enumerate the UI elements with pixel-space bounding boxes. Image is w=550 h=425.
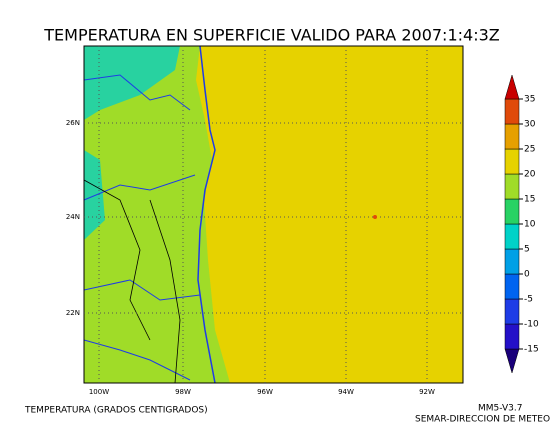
colorbar-label: 20	[524, 170, 536, 180]
footer-right-1: MM5-V3.7	[478, 404, 522, 414]
field-cool	[84, 46, 180, 240]
map	[83, 45, 464, 384]
lat-label: 22N	[66, 309, 80, 317]
colorbar-label: 10	[524, 220, 536, 230]
colorbar-high	[504, 74, 520, 100]
colorbar-segment	[504, 298, 520, 325]
colorbar-low	[504, 348, 520, 374]
borders	[83, 74, 201, 381]
field-mild	[84, 46, 230, 383]
colorbar-segment	[504, 198, 520, 225]
colorbar-segment	[504, 173, 520, 200]
lon-label: 100W	[89, 388, 109, 396]
colorbar-label: -15	[524, 345, 539, 355]
footer-left: TEMPERATURA (GRADOS CENTIGRADOS)	[24, 406, 208, 416]
colorbar-label: -10	[524, 320, 539, 330]
colorbar-label: 5	[524, 245, 530, 255]
footer-right-2: SEMAR-DIRECCION DE METEO	[415, 415, 550, 425]
lat-label: 26N	[66, 119, 80, 127]
lat-label: 24N	[66, 213, 80, 221]
title: TEMPERATURA EN SUPERFICIE VALIDO PARA 20…	[43, 26, 500, 45]
lon-label: 92W	[419, 388, 435, 396]
map-frame	[83, 45, 464, 384]
colorbar-label: 0	[524, 270, 530, 280]
coastline	[197, 45, 216, 384]
colorbar-label: 35	[524, 95, 535, 105]
colorbar-label: 15	[524, 195, 535, 205]
lon-label: 98W	[175, 388, 191, 396]
colorbar-label: 30	[524, 120, 536, 130]
colorbar-segment	[504, 98, 520, 125]
colorbar-segment	[504, 148, 520, 175]
colorbar-segment	[504, 323, 520, 350]
colorbar-segment	[504, 123, 520, 150]
colorbar-label: -5	[524, 295, 533, 305]
lon-label: 96W	[257, 388, 273, 396]
lon-label: 94W	[338, 388, 354, 396]
hot-spot	[373, 215, 377, 219]
colorbar-label: 25	[524, 145, 535, 155]
colorbar-segment	[504, 273, 520, 300]
colorbar-segment	[504, 223, 520, 250]
colorbar-segment	[504, 248, 520, 275]
